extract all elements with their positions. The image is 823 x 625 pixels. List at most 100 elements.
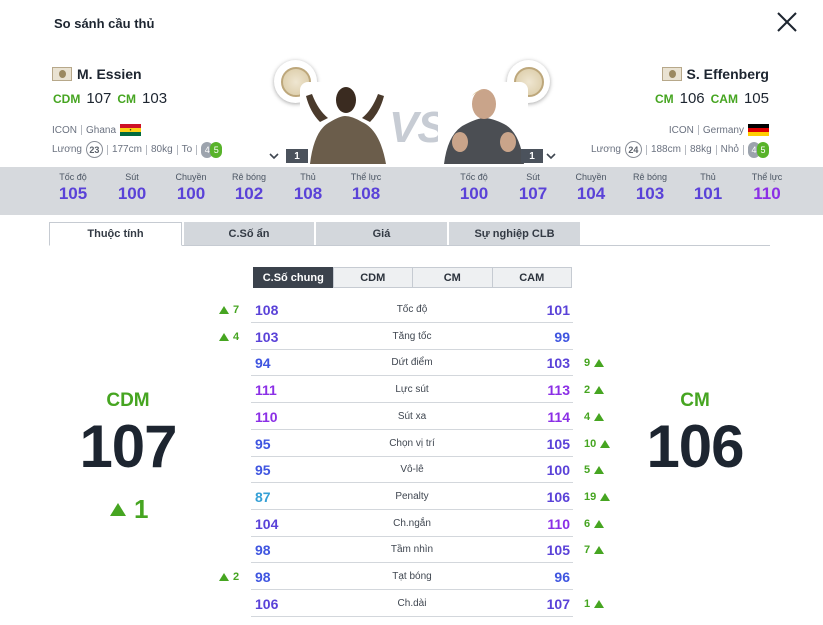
subtab-cm[interactable]: CM: [412, 267, 493, 288]
subtab-cdm[interactable]: CDM: [332, 267, 413, 288]
table-row: 95 Chọn vị trí 105: [251, 431, 573, 457]
wage-badge: 24: [624, 141, 642, 158]
foot-skill-badge: 4 5: [748, 141, 769, 158]
left-rank-badge: 1: [286, 149, 308, 163]
right-diff-indicator: 9: [584, 357, 605, 369]
attribute-name: Tầm nhìn: [390, 544, 434, 556]
attribute-name: Ch.dài: [397, 597, 427, 609]
chevron-down-icon[interactable]: [545, 150, 557, 162]
table-row: 95 Vô-lê 100: [251, 457, 573, 484]
up-arrow-icon: [594, 519, 605, 528]
subtab-cam[interactable]: CAM: [491, 267, 572, 288]
right-rank-badge: 1: [521, 149, 543, 163]
left-attribute-value: 98: [255, 569, 271, 585]
table-row: 104 Ch.ngắn 110: [251, 511, 573, 537]
table-row: 94 Dứt điểm 103: [251, 350, 573, 377]
right-attribute-value: 103: [546, 355, 570, 372]
right-stat: Thể lực 110: [751, 172, 783, 203]
left-attribute-value: 98: [255, 542, 271, 559]
up-arrow-icon: [219, 332, 229, 341]
tab-club-career[interactable]: Sự nghiệp CLB: [449, 222, 580, 245]
table-row: 87 Penalty 106: [251, 484, 573, 510]
left-stat: Chuyền 100: [175, 172, 207, 203]
subtab-general[interactable]: C.Số chung: [253, 267, 334, 288]
left-player-photo: [300, 82, 390, 164]
left-best-position: CDM: [106, 390, 150, 411]
left-diff-indicator: 2: [219, 571, 239, 583]
chevron-down-icon[interactable]: [268, 150, 280, 162]
tab-hidden-stats[interactable]: C.Số ẩn: [184, 222, 314, 245]
left-attribute-value: 111: [255, 382, 277, 399]
table-row: 106 Ch.dài 107: [251, 591, 573, 617]
up-arrow-icon: [600, 492, 611, 501]
right-player-origin: ICON Germany: [669, 124, 769, 136]
icon-season-badge-icon: [52, 67, 72, 81]
attribute-name: Sút xa: [397, 410, 427, 422]
right-attribute-value: 96: [554, 569, 570, 585]
right-stat: Thủ 101: [693, 172, 723, 203]
tab-price[interactable]: Giá: [316, 222, 447, 245]
germany-flag-icon: [748, 124, 769, 136]
icon-season-badge-icon: [661, 67, 682, 81]
up-arrow-icon: [594, 466, 605, 475]
right-attribute-value: 107: [546, 595, 570, 612]
left-attribute-value: 110: [255, 408, 278, 425]
wage-badge: 23: [85, 141, 103, 158]
left-stat: Rê bóng 102: [231, 172, 267, 203]
right-stat: Tốc độ 100: [459, 172, 489, 203]
table-row: 110 Sút xa 114: [251, 404, 573, 430]
right-stat: Rê bóng 103: [632, 172, 668, 203]
right-player-name: S. Effenberg: [661, 66, 769, 82]
left-diff-indicator: 7: [219, 304, 239, 316]
up-arrow-icon: [594, 386, 605, 395]
table-row: 111 Lực sút 113: [251, 377, 573, 404]
left-attribute-value: 108: [255, 302, 279, 318]
left-stat: Sút 100: [117, 172, 147, 203]
up-arrow-icon: [594, 359, 605, 368]
up-arrow-icon: [219, 306, 229, 314]
attribute-name: Vô-lê: [400, 464, 424, 476]
left-attribute-value: 104: [255, 515, 279, 532]
up-arrow-icon: [594, 546, 605, 555]
attribute-name: Chọn vị trí: [389, 437, 435, 449]
page-title: So sánh cầu thủ: [54, 16, 155, 31]
right-player-positions: CM 106 CAM 105: [654, 90, 769, 107]
main-tabs: Thuộc tính C.Số ẩn Giá Sự nghiệp CLB: [49, 222, 770, 246]
up-arrow-icon: [110, 503, 126, 516]
right-diff-indicator: 2: [584, 384, 605, 396]
right-icon-medal-icon: [507, 60, 550, 103]
attribute-name: Ch.ngắn: [393, 517, 431, 529]
up-arrow-icon: [594, 599, 605, 608]
left-attribute-value: 106: [255, 595, 279, 612]
right-diff-indicator: 6: [584, 518, 605, 530]
left-player-origin: ICON Ghana: [52, 124, 142, 136]
right-diff-indicator: 1: [584, 598, 605, 610]
close-icon[interactable]: [774, 9, 800, 35]
left-attribute-value: 94: [255, 355, 271, 372]
left-player-name: M. Essien: [52, 66, 142, 82]
attribute-name: Tốc độ: [396, 304, 428, 315]
right-stat: Sút 107: [518, 172, 548, 203]
left-attribute-value: 95: [255, 435, 271, 452]
table-row: 98 Tạt bóng 96: [251, 564, 573, 590]
right-diff-indicator: 5: [584, 464, 605, 476]
table-row: 108 Tốc độ 101: [251, 297, 573, 323]
right-attribute-value: 101: [546, 302, 570, 318]
attribute-name: Tăng tốc: [392, 330, 432, 342]
right-attribute-value: 99: [554, 328, 570, 345]
tab-attributes[interactable]: Thuộc tính: [49, 222, 182, 246]
left-player-details: Lương 23 177cm 80kg To 4 5: [52, 141, 223, 158]
left-stat: Thể lực 108: [350, 172, 382, 203]
attribute-name: Tạt bóng: [392, 571, 432, 582]
right-attribute-value: 114: [547, 408, 570, 425]
right-attribute-value: 106: [546, 488, 570, 505]
right-diff-indicator: 19: [584, 491, 611, 503]
attribute-name: Dứt điểm: [391, 357, 433, 369]
right-diff-indicator: 7: [584, 544, 605, 556]
right-stat: Chuyền 104: [575, 172, 607, 203]
up-arrow-icon: [219, 573, 229, 581]
table-row: 103 Tăng tốc 99: [251, 324, 573, 350]
right-diff-indicator: 10: [584, 438, 611, 450]
summary-stats-band: Tốc độ 105 Sút 100 Chuyền 100 Rê bóng 102 Th…: [0, 167, 823, 215]
position-subtabs: C.Số chung CDM CM CAM: [253, 267, 572, 288]
